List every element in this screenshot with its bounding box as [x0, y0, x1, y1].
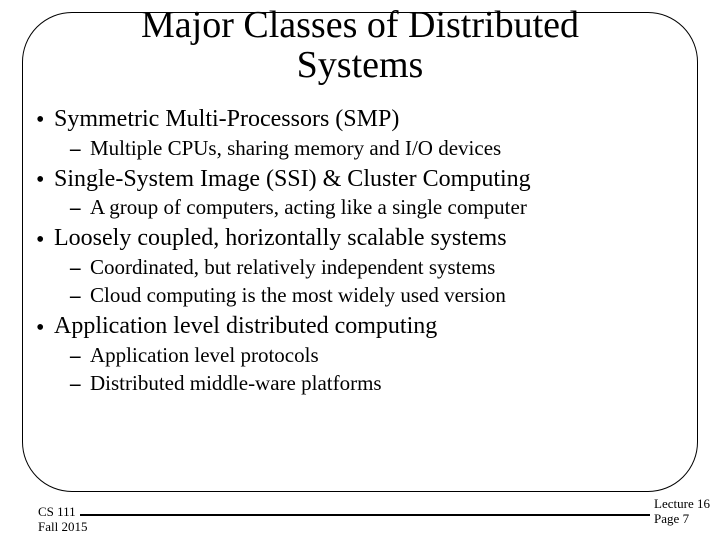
bullet-text: Symmetric Multi-Processors (SMP) — [54, 106, 399, 132]
bullet-level1: • Loosely coupled, horizontally scalable… — [34, 225, 694, 253]
bullet-level2: – Application level protocols — [34, 343, 694, 367]
bullet-dot-icon: • — [36, 227, 44, 255]
bullet-dot-icon: • — [36, 167, 44, 195]
slide-title: Major Classes of Distributed Systems — [0, 6, 720, 86]
bullet-level1: • Application level distributed computin… — [34, 313, 694, 341]
bullet-dot-icon: • — [36, 315, 44, 343]
bullet-level1: • Single-System Image (SSI) & Cluster Co… — [34, 166, 694, 194]
footer-page: Page 7 — [654, 511, 689, 526]
bullet-dash-icon: – — [70, 136, 81, 160]
bullet-dot-icon: • — [36, 107, 44, 135]
title-line-1: Major Classes of Distributed — [141, 4, 579, 46]
bullet-text: Single-System Image (SSI) & Cluster Comp… — [54, 166, 531, 192]
bullet-dash-icon: – — [70, 195, 81, 219]
bullet-level2: – A group of computers, acting like a si… — [34, 195, 694, 219]
bullet-text: Application level distributed computing — [54, 313, 437, 339]
bullet-level2: – Distributed middle-ware platforms — [34, 371, 694, 395]
footer-left: CS 111 Fall 2015 — [38, 505, 87, 534]
bullet-text: Application level protocols — [90, 343, 319, 367]
bullet-text: Distributed middle-ware platforms — [90, 371, 382, 395]
bullet-dash-icon: – — [70, 343, 81, 367]
bullet-text: Loosely coupled, horizontally scalable s… — [54, 225, 507, 251]
bullet-level2: – Cloud computing is the most widely use… — [34, 283, 694, 307]
bullet-text: Coordinated, but relatively independent … — [90, 255, 495, 279]
bullet-dash-icon: – — [70, 283, 81, 307]
bullet-text: A group of computers, acting like a sing… — [90, 195, 527, 219]
footer-term: Fall 2015 — [38, 519, 87, 534]
bullet-level2: – Multiple CPUs, sharing memory and I/O … — [34, 136, 694, 160]
title-line-2: Systems — [297, 44, 424, 86]
slide-content: • Symmetric Multi-Processors (SMP) – Mul… — [34, 100, 694, 399]
bullet-dash-icon: – — [70, 371, 81, 395]
footer-rule — [80, 514, 650, 516]
slide: Major Classes of Distributed Systems • S… — [0, 0, 720, 540]
bullet-text: Cloud computing is the most widely used … — [90, 283, 506, 307]
footer-lecture: Lecture 16 — [654, 496, 710, 511]
bullet-text: Multiple CPUs, sharing memory and I/O de… — [90, 136, 501, 160]
footer-course: CS 111 — [38, 504, 76, 519]
footer-right: Lecture 16 Page 7 — [654, 497, 710, 526]
bullet-level2: – Coordinated, but relatively independen… — [34, 255, 694, 279]
bullet-dash-icon: – — [70, 255, 81, 279]
bullet-level1: • Symmetric Multi-Processors (SMP) — [34, 106, 694, 134]
